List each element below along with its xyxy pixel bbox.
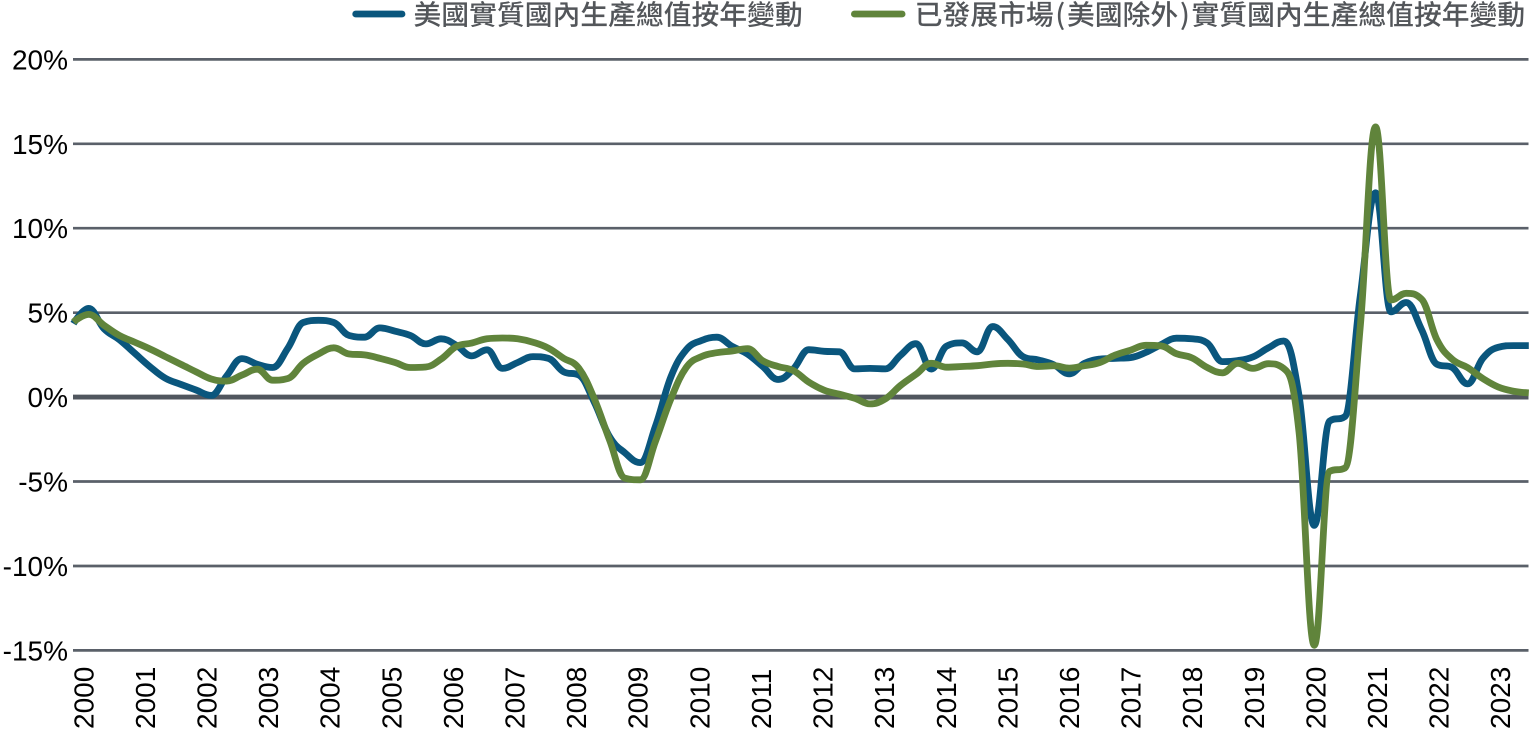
svg-text:-15%: -15% (3, 635, 68, 666)
svg-text:-5%: -5% (18, 467, 68, 498)
svg-text:2002: 2002 (192, 667, 223, 729)
svg-text:2015: 2015 (992, 667, 1023, 729)
svg-text:2021: 2021 (1362, 667, 1393, 729)
svg-text:2017: 2017 (1116, 667, 1147, 729)
svg-text:20%: 20% (12, 44, 68, 75)
svg-text:2006: 2006 (438, 667, 469, 729)
svg-text:2008: 2008 (561, 667, 592, 729)
svg-text:2011: 2011 (746, 669, 777, 729)
svg-text:15%: 15% (12, 129, 68, 160)
svg-text:2020: 2020 (1300, 667, 1331, 729)
svg-text:2007: 2007 (500, 667, 531, 729)
svg-text:2003: 2003 (253, 667, 284, 729)
svg-text:2018: 2018 (1177, 667, 1208, 729)
svg-text:2005: 2005 (376, 667, 407, 729)
svg-text:2000: 2000 (68, 667, 99, 729)
svg-text:2023: 2023 (1485, 667, 1516, 729)
svg-text:2001: 2001 (130, 667, 161, 729)
svg-text:2012: 2012 (808, 667, 839, 729)
svg-text:2019: 2019 (1239, 667, 1270, 729)
svg-text:0%: 0% (28, 382, 68, 413)
svg-text:2009: 2009 (623, 667, 654, 729)
svg-text:2022: 2022 (1424, 667, 1455, 729)
svg-text:-10%: -10% (3, 551, 68, 582)
svg-text:5%: 5% (28, 298, 68, 329)
svg-text:2013: 2013 (869, 667, 900, 729)
svg-text:2016: 2016 (1054, 667, 1085, 729)
svg-text:10%: 10% (12, 213, 68, 244)
svg-text:2014: 2014 (931, 667, 962, 729)
svg-text:2010: 2010 (684, 667, 715, 729)
svg-text:2004: 2004 (315, 667, 346, 729)
